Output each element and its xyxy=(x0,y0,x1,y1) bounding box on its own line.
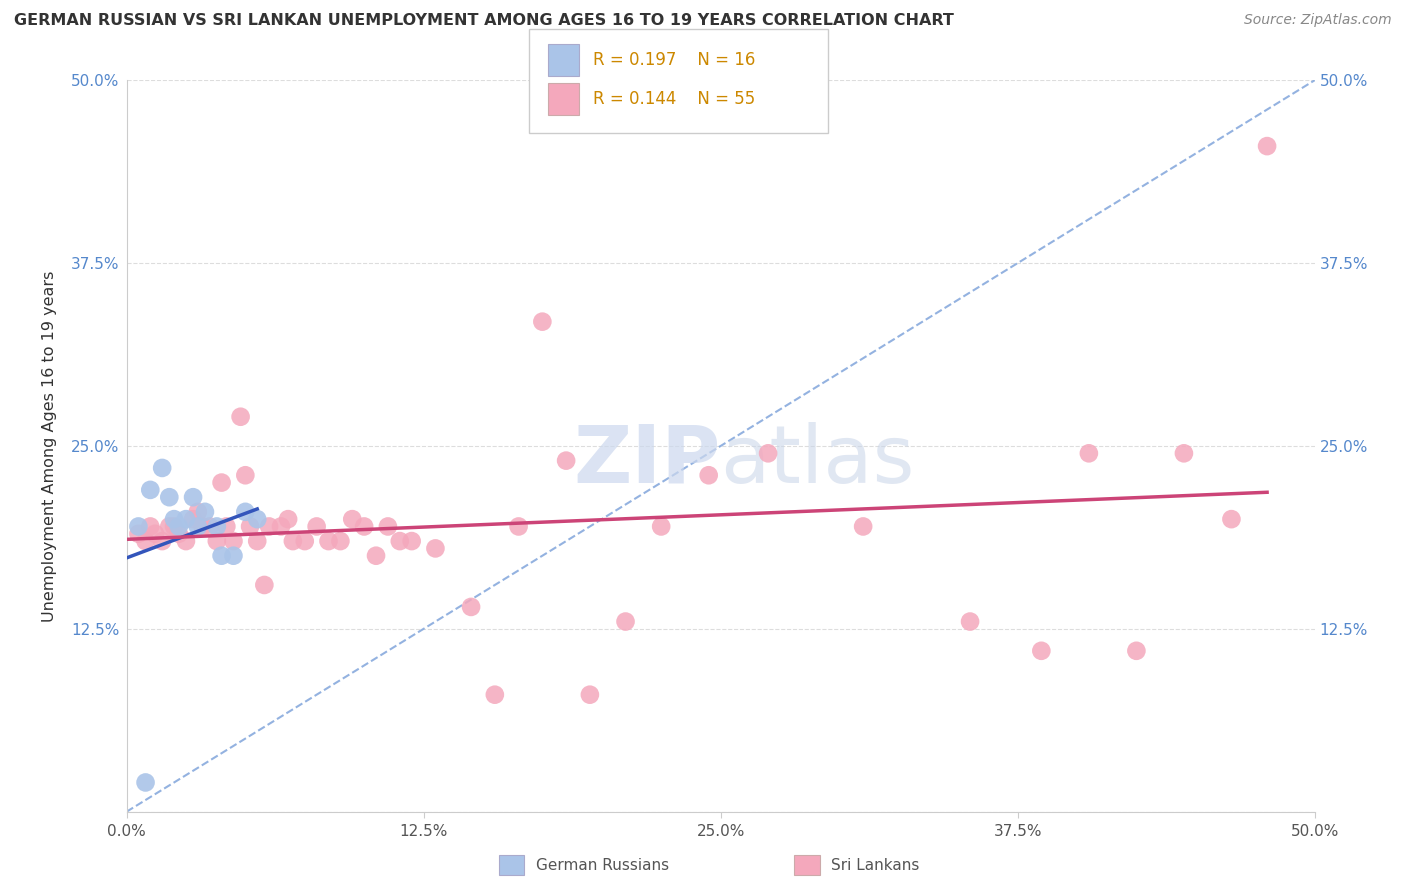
Text: Sri Lankans: Sri Lankans xyxy=(831,858,920,872)
Point xyxy=(205,534,228,549)
Point xyxy=(852,519,875,533)
Point xyxy=(1173,446,1195,460)
Point xyxy=(163,512,186,526)
Point xyxy=(353,519,375,533)
Text: R = 0.197    N = 16: R = 0.197 N = 16 xyxy=(593,51,755,69)
Point xyxy=(157,519,180,533)
Point xyxy=(181,512,204,526)
Point xyxy=(329,534,352,549)
Point xyxy=(460,599,482,614)
Point xyxy=(233,468,256,483)
Point xyxy=(401,534,423,549)
Point xyxy=(1256,139,1278,153)
Point xyxy=(163,519,186,533)
Text: GERMAN RUSSIAN VS SRI LANKAN UNEMPLOYMENT AMONG AGES 16 TO 19 YEARS CORRELATION : GERMAN RUSSIAN VS SRI LANKAN UNEMPLOYMEN… xyxy=(14,13,953,29)
Point xyxy=(364,549,387,563)
Point xyxy=(174,534,197,549)
Point xyxy=(1220,512,1243,526)
Point xyxy=(342,512,364,526)
Point xyxy=(318,534,340,549)
Point xyxy=(1031,644,1053,658)
Point xyxy=(135,775,157,789)
Point xyxy=(191,519,214,533)
Point xyxy=(187,505,209,519)
Point xyxy=(222,549,245,563)
Point xyxy=(1077,446,1099,460)
Text: atlas: atlas xyxy=(720,422,915,500)
Point xyxy=(229,409,252,424)
Point xyxy=(135,534,157,549)
Point xyxy=(143,526,166,541)
Point xyxy=(388,534,411,549)
Point xyxy=(222,534,245,549)
Point xyxy=(233,505,256,519)
Point xyxy=(270,519,292,533)
Text: Source: ZipAtlas.com: Source: ZipAtlas.com xyxy=(1244,13,1392,28)
Point xyxy=(167,526,190,541)
Point xyxy=(194,505,217,519)
Point xyxy=(253,578,276,592)
Point xyxy=(425,541,447,556)
Point xyxy=(167,519,190,533)
Point xyxy=(239,519,262,533)
Point xyxy=(377,519,399,533)
Point xyxy=(614,615,637,629)
Point xyxy=(246,534,269,549)
Point xyxy=(277,512,299,526)
Point xyxy=(756,446,779,460)
Point xyxy=(187,519,209,533)
Point xyxy=(174,512,197,526)
Text: German Russians: German Russians xyxy=(536,858,669,872)
Point xyxy=(508,519,530,533)
Point xyxy=(697,468,720,483)
Y-axis label: Unemployment Among Ages 16 to 19 years: Unemployment Among Ages 16 to 19 years xyxy=(42,270,58,622)
Point xyxy=(305,519,328,533)
Point xyxy=(211,475,233,490)
Point xyxy=(150,534,173,549)
Point xyxy=(1125,644,1147,658)
Point xyxy=(959,615,981,629)
Point xyxy=(127,519,149,533)
Point xyxy=(181,490,204,504)
Point xyxy=(139,483,162,497)
Point xyxy=(579,688,602,702)
Point xyxy=(257,519,280,533)
Point xyxy=(198,519,221,533)
Point xyxy=(150,461,173,475)
Text: R = 0.144    N = 55: R = 0.144 N = 55 xyxy=(593,90,755,108)
Point xyxy=(205,519,228,533)
Text: ZIP: ZIP xyxy=(574,422,720,500)
Point xyxy=(215,519,238,533)
Point xyxy=(650,519,672,533)
Point xyxy=(294,534,316,549)
Point xyxy=(281,534,304,549)
Point xyxy=(139,519,162,533)
Point xyxy=(246,512,269,526)
Point xyxy=(531,315,554,329)
Point xyxy=(555,453,578,467)
Point xyxy=(127,526,149,541)
Point xyxy=(211,549,233,563)
Point xyxy=(157,490,180,504)
Point xyxy=(484,688,506,702)
